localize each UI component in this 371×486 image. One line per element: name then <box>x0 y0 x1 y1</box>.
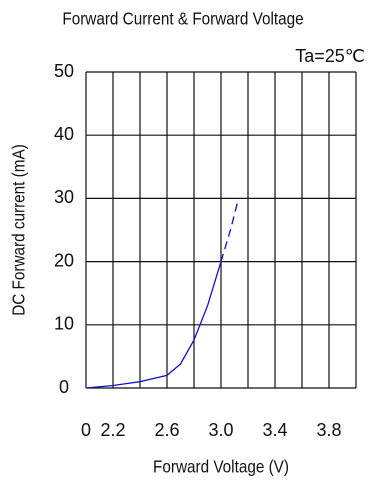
x-tick-label: 2.2 <box>100 420 125 440</box>
y-tick-label: 20 <box>54 250 74 270</box>
y-tick-label: 50 <box>54 61 74 81</box>
x-tick-label: 2.6 <box>154 420 179 440</box>
y-tick-label: 10 <box>54 314 74 334</box>
line <box>85 261 222 389</box>
y-axis-label: DC Forward current (mA) <box>9 144 29 316</box>
x-tick-label: 3.4 <box>262 420 287 440</box>
x-axis-label: Forward Voltage (V) <box>153 457 289 477</box>
x-tick-label: 0 <box>81 420 91 440</box>
chart-title: Forward Current & Forward Voltage <box>62 9 303 29</box>
line <box>220 198 240 262</box>
y-tick-label: 30 <box>54 187 74 207</box>
x-tick-label: 3.0 <box>208 420 233 440</box>
x-tick-label: 3.8 <box>316 420 341 440</box>
y-tick-label: 0 <box>59 377 69 397</box>
annotation: Ta=25℃ <box>295 46 365 66</box>
y-tick-label: 40 <box>54 124 74 144</box>
